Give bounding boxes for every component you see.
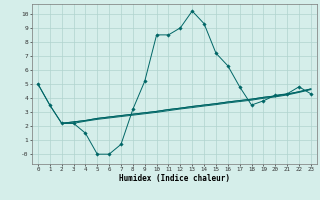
X-axis label: Humidex (Indice chaleur): Humidex (Indice chaleur) (119, 174, 230, 183)
